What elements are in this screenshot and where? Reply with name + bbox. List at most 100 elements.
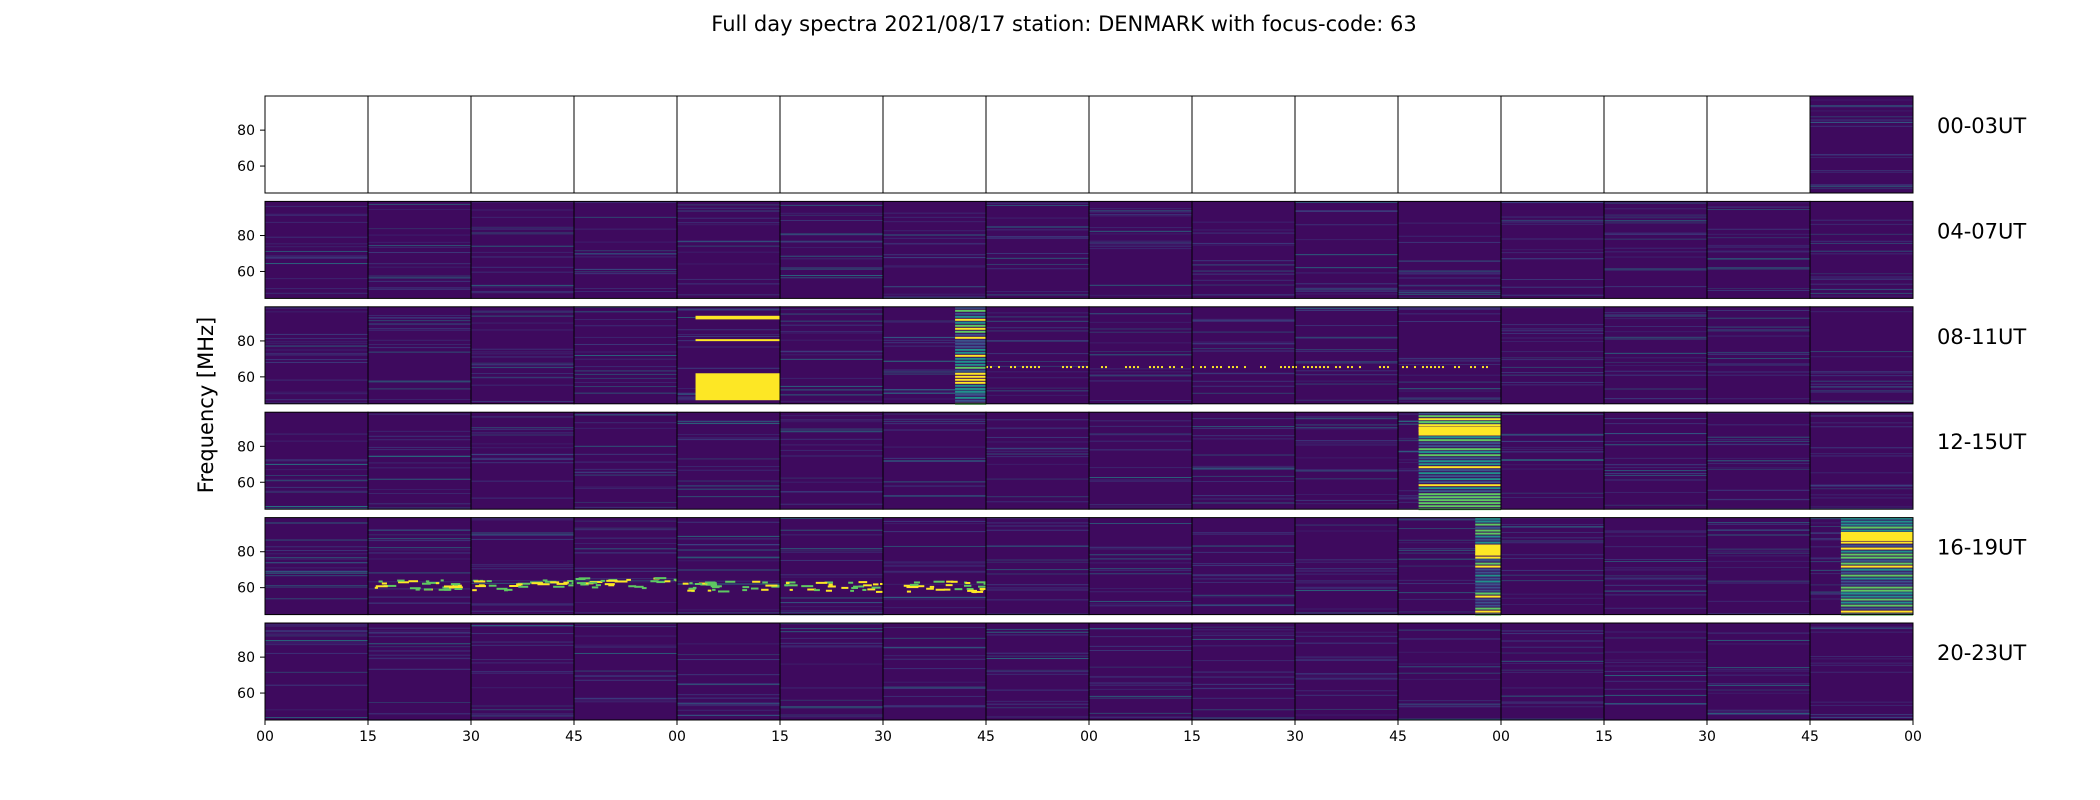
noise-line — [883, 637, 986, 639]
noise-line — [1501, 671, 1604, 673]
spectrum-panel — [1294, 200, 1399, 299]
y-tick-label: 80 — [237, 334, 255, 350]
noise-line — [368, 314, 471, 316]
x-axis-ticks: 00 15 30 45 00 15 30 45 00 15 30 45 00 15 30 45 00 — [256, 720, 1922, 745]
panel-background — [883, 623, 986, 720]
noise-line — [780, 477, 883, 479]
noise-line — [1810, 591, 1913, 593]
noise-line — [1810, 716, 1913, 718]
noise-line — [1604, 418, 1707, 420]
noise-line — [1707, 444, 1810, 446]
noise-line — [1295, 290, 1398, 292]
noise-line — [471, 671, 574, 673]
noise-line — [883, 320, 986, 322]
noise-line — [1089, 695, 1192, 697]
noise-line — [1089, 504, 1192, 506]
empty-panel-cell — [574, 96, 677, 193]
noise-line — [1810, 484, 1913, 486]
panel-background — [780, 517, 883, 615]
noise-line — [677, 557, 780, 559]
noise-line — [780, 623, 883, 625]
noise-line — [265, 354, 368, 356]
noise-line — [574, 486, 677, 488]
noise-line — [780, 550, 883, 552]
noise-line — [1089, 548, 1192, 550]
noise-line — [1089, 371, 1192, 373]
noise-line — [780, 394, 883, 396]
noise-line — [1089, 675, 1192, 677]
noise-line — [883, 345, 986, 347]
rfi-line-dot — [1101, 366, 1103, 369]
interference-stripe — [955, 315, 986, 318]
noise-line — [1707, 436, 1810, 438]
panel-background — [1089, 623, 1192, 720]
burst-streak — [542, 579, 548, 582]
spectrum-panel — [1294, 306, 1399, 405]
burst-streak — [785, 582, 790, 585]
burst-streak — [945, 584, 953, 587]
noise-line — [883, 420, 986, 422]
noise-line — [1707, 424, 1810, 426]
rfi-band — [1840, 531, 1913, 541]
burst-streak — [591, 586, 599, 589]
noise-line — [986, 584, 1089, 586]
panel-background — [368, 306, 471, 404]
noise-line — [986, 441, 1089, 443]
burst-streak — [965, 582, 971, 585]
noise-line — [1501, 448, 1604, 450]
noise-line — [1501, 366, 1604, 368]
noise-line — [1398, 423, 1501, 425]
noise-line — [265, 550, 368, 552]
noise-line — [1810, 508, 1913, 510]
noise-line — [1398, 270, 1501, 272]
noise-line — [1501, 459, 1604, 461]
interference-stripe — [955, 372, 986, 375]
noise-line — [1707, 206, 1810, 208]
spectrum-panel — [1294, 517, 1399, 616]
noise-line — [471, 245, 574, 247]
noise-line — [1810, 414, 1913, 416]
noise-line — [1501, 332, 1604, 334]
noise-line — [883, 688, 986, 690]
rfi-line-dot — [1228, 366, 1230, 369]
noise-line — [1398, 285, 1501, 287]
noise-line — [471, 633, 574, 635]
noise-line — [471, 672, 574, 674]
interference-stripe — [1418, 472, 1501, 475]
noise-line — [1810, 186, 1913, 188]
panel-border — [1809, 517, 1914, 616]
noise-line — [883, 485, 986, 487]
noise-line — [1707, 467, 1810, 469]
noise-line — [883, 392, 986, 394]
noise-line — [1192, 605, 1295, 607]
panel-background — [265, 306, 368, 404]
noise-line — [471, 709, 574, 711]
noise-line — [1501, 524, 1604, 526]
noise-line — [1398, 390, 1501, 392]
y-tick-label: 80 — [237, 123, 255, 139]
noise-line — [780, 320, 883, 322]
noise-line — [368, 323, 471, 325]
burst-streak — [704, 581, 716, 584]
burst-streak — [604, 583, 615, 586]
noise-line — [1398, 592, 1501, 594]
interference-stripe — [1475, 559, 1501, 562]
noise-line — [1398, 306, 1501, 308]
noise-line — [574, 287, 677, 289]
noise-line — [780, 268, 883, 270]
rfi-line-dot — [1474, 366, 1476, 369]
noise-line — [1501, 252, 1604, 254]
noise-line — [574, 366, 677, 368]
noise-line — [1192, 270, 1295, 272]
noise-line — [986, 263, 1089, 265]
burst-streak — [954, 588, 963, 591]
noise-line — [1707, 443, 1810, 445]
rfi-line-dot — [1125, 366, 1127, 369]
interference-stripe — [1418, 463, 1501, 466]
noise-line — [1398, 398, 1501, 400]
noise-line — [1089, 246, 1192, 248]
noise-line — [574, 453, 677, 455]
noise-line — [574, 623, 677, 625]
noise-line — [1295, 524, 1398, 526]
noise-line — [265, 508, 368, 510]
